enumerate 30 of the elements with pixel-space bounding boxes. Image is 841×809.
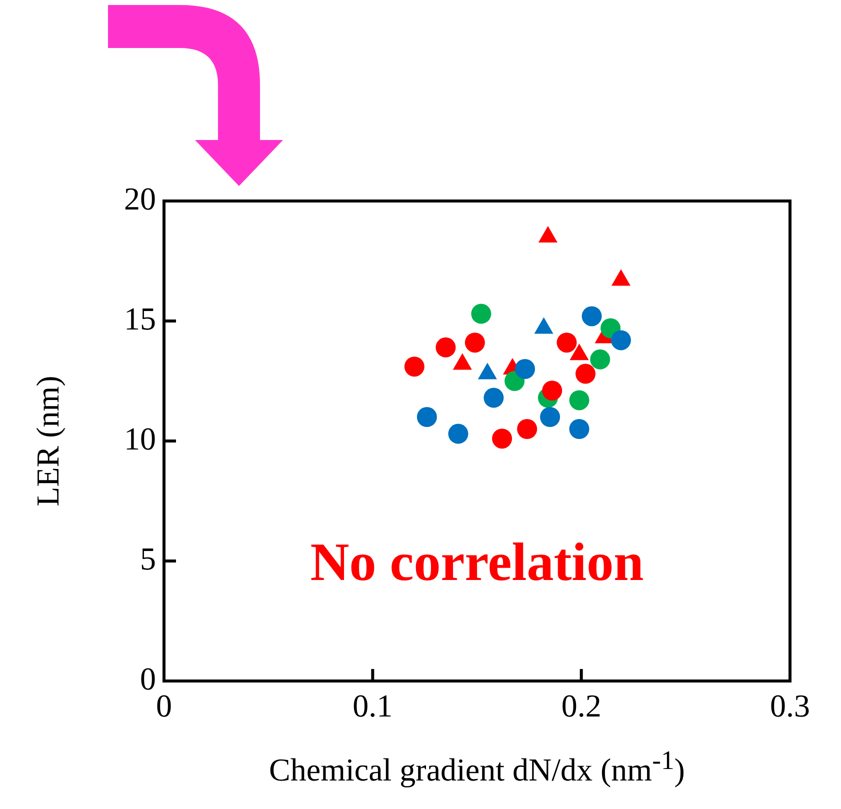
point	[436, 337, 456, 358]
x-tick-label: 0.1	[352, 688, 393, 724]
point	[492, 428, 512, 449]
point	[569, 390, 590, 410]
point	[590, 349, 610, 370]
point	[576, 364, 596, 384]
y-tick-label: 0	[140, 660, 156, 696]
annotation: No correlation	[310, 532, 644, 592]
point	[540, 407, 560, 427]
point	[471, 304, 492, 324]
x-tick-label: 0.2	[561, 688, 602, 724]
point	[542, 380, 562, 401]
x-tick-label: 0.3	[770, 688, 810, 724]
y-axis-title: LER (nm)	[30, 376, 66, 506]
point	[610, 330, 631, 350]
x-axis-title: Chemical gradient dN/dx (nm$^{-1}$)	[269, 745, 685, 789]
y-tick-label: 5	[140, 540, 156, 576]
point	[556, 332, 577, 353]
point	[569, 419, 590, 439]
y-tick-label: 10	[124, 420, 156, 456]
point	[448, 424, 468, 444]
point	[514, 359, 535, 379]
y-tick-label: 20	[124, 180, 156, 216]
point	[404, 356, 424, 377]
point	[464, 332, 485, 353]
y-tick-label: 15	[124, 300, 156, 336]
point	[517, 419, 538, 439]
point	[582, 306, 602, 326]
point	[484, 388, 504, 408]
point	[416, 407, 437, 427]
